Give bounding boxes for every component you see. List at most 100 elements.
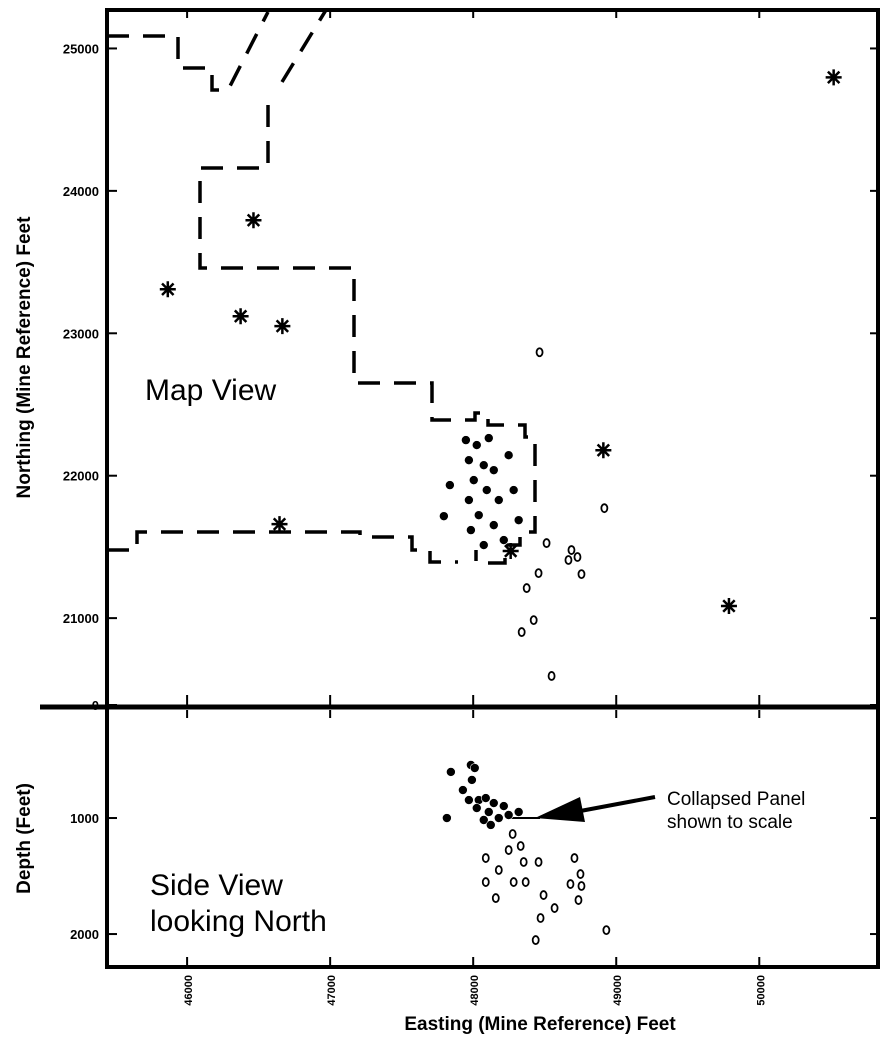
open-circle-point xyxy=(542,538,551,548)
open-circle-point xyxy=(504,845,513,855)
filled-circle-point xyxy=(478,540,489,550)
frame xyxy=(40,8,880,969)
filled-circle-point xyxy=(488,465,499,475)
open-circle-point xyxy=(564,555,573,565)
filled-circle-point xyxy=(467,775,477,785)
filled-circle-point xyxy=(461,435,471,445)
filled-circle-point xyxy=(513,807,524,817)
open-circle-point xyxy=(535,347,544,358)
series xyxy=(439,433,524,550)
filled-circle-point xyxy=(493,495,504,505)
filled-circle-point xyxy=(503,810,514,820)
y-tick-label: 22000 xyxy=(63,469,99,484)
y-tick-label: 21000 xyxy=(63,611,99,626)
filled-circle-point xyxy=(493,813,504,823)
star-point xyxy=(271,516,288,533)
open-circle-point xyxy=(534,568,543,579)
x-axis-label: Easting (Mine Reference) Feet xyxy=(404,1014,676,1035)
star-point xyxy=(232,308,249,325)
filled-circle-point xyxy=(483,807,494,817)
annotation: Side View xyxy=(150,869,283,902)
filled-circle-point xyxy=(439,511,449,521)
series xyxy=(517,347,609,681)
y-tick-label: 24000 xyxy=(63,184,99,199)
open-circle-point xyxy=(519,857,528,867)
y-axis-label: Northing (Mine Reference) Feet xyxy=(14,216,35,499)
outline xyxy=(107,11,270,92)
filled-circle-point xyxy=(471,803,482,813)
filled-circle-point xyxy=(464,455,474,465)
x-tick-label: 46000 xyxy=(183,975,195,1006)
open-circle-point xyxy=(536,913,545,923)
filled-circle-point xyxy=(468,475,479,485)
filled-circle-point xyxy=(480,793,491,803)
filled-circle-point xyxy=(464,495,474,505)
series xyxy=(442,760,524,830)
filled-circle-point xyxy=(499,535,509,545)
filled-circle-point xyxy=(464,795,474,805)
filled-circle-point xyxy=(442,813,452,823)
filled-circle-point xyxy=(466,525,476,535)
collapsed-panel-arrow xyxy=(508,795,656,822)
star-point xyxy=(502,543,519,560)
open-circle-point xyxy=(567,545,576,555)
open-circle-point xyxy=(550,903,559,913)
filled-circle-point xyxy=(488,798,499,808)
star-point xyxy=(245,212,262,229)
filled-circle-point xyxy=(458,785,468,795)
filled-circle-point xyxy=(471,440,482,450)
star-point xyxy=(159,281,176,298)
filled-circle-point xyxy=(478,460,489,470)
filled-circle-point xyxy=(469,763,480,773)
filled-circle-point xyxy=(508,485,519,495)
star-point xyxy=(825,69,842,86)
open-circle-point xyxy=(577,881,586,891)
outline xyxy=(107,530,458,564)
x-tick-label: 47000 xyxy=(326,975,338,1006)
open-circle-point xyxy=(522,583,531,593)
filled-circle-point xyxy=(513,515,524,525)
filled-circle-point xyxy=(499,801,509,811)
open-circle-point xyxy=(516,841,525,851)
filled-circle-point xyxy=(481,485,492,495)
filled-circle-point xyxy=(446,767,456,777)
open-circle-point xyxy=(521,877,530,887)
star-point xyxy=(720,598,737,615)
open-circle-point xyxy=(573,552,582,562)
y-tick-label: 25000 xyxy=(63,41,99,56)
open-circle-point xyxy=(600,503,609,514)
open-circle-point xyxy=(529,615,538,626)
y-axis-label: Depth (Feet) xyxy=(14,783,35,894)
mine-outlines xyxy=(107,9,537,565)
annotation: Map View xyxy=(145,374,277,407)
series xyxy=(481,829,611,945)
outline xyxy=(198,105,537,565)
open-circle-point xyxy=(602,925,611,936)
open-circle-point xyxy=(534,857,543,867)
x-tick-label: 50000 xyxy=(755,975,767,1006)
open-circle-point xyxy=(547,671,556,681)
filled-circle-point xyxy=(488,520,499,530)
arrow-head xyxy=(535,797,585,822)
open-circle-point xyxy=(531,935,540,945)
open-circle-point xyxy=(481,853,490,863)
arrow-shaft xyxy=(574,795,656,814)
open-circle-point xyxy=(494,865,503,875)
filled-circle-point xyxy=(445,480,455,490)
open-circle-point xyxy=(576,869,585,879)
open-circle-point xyxy=(566,879,575,889)
open-circle-point xyxy=(517,627,526,637)
open-circle-point xyxy=(481,877,490,887)
open-circle-point xyxy=(574,895,583,905)
open-circle-point xyxy=(570,853,579,863)
open-circle-point xyxy=(539,890,548,900)
outline xyxy=(280,9,328,83)
filled-circle-point xyxy=(485,820,496,830)
plot-frame xyxy=(105,8,880,969)
filled-circle-point xyxy=(483,433,494,443)
y-tick-label: 1000 xyxy=(70,811,99,826)
x-tick-label: 48000 xyxy=(469,975,481,1006)
annotation: looking North xyxy=(150,905,327,938)
open-circle-point xyxy=(491,893,500,903)
